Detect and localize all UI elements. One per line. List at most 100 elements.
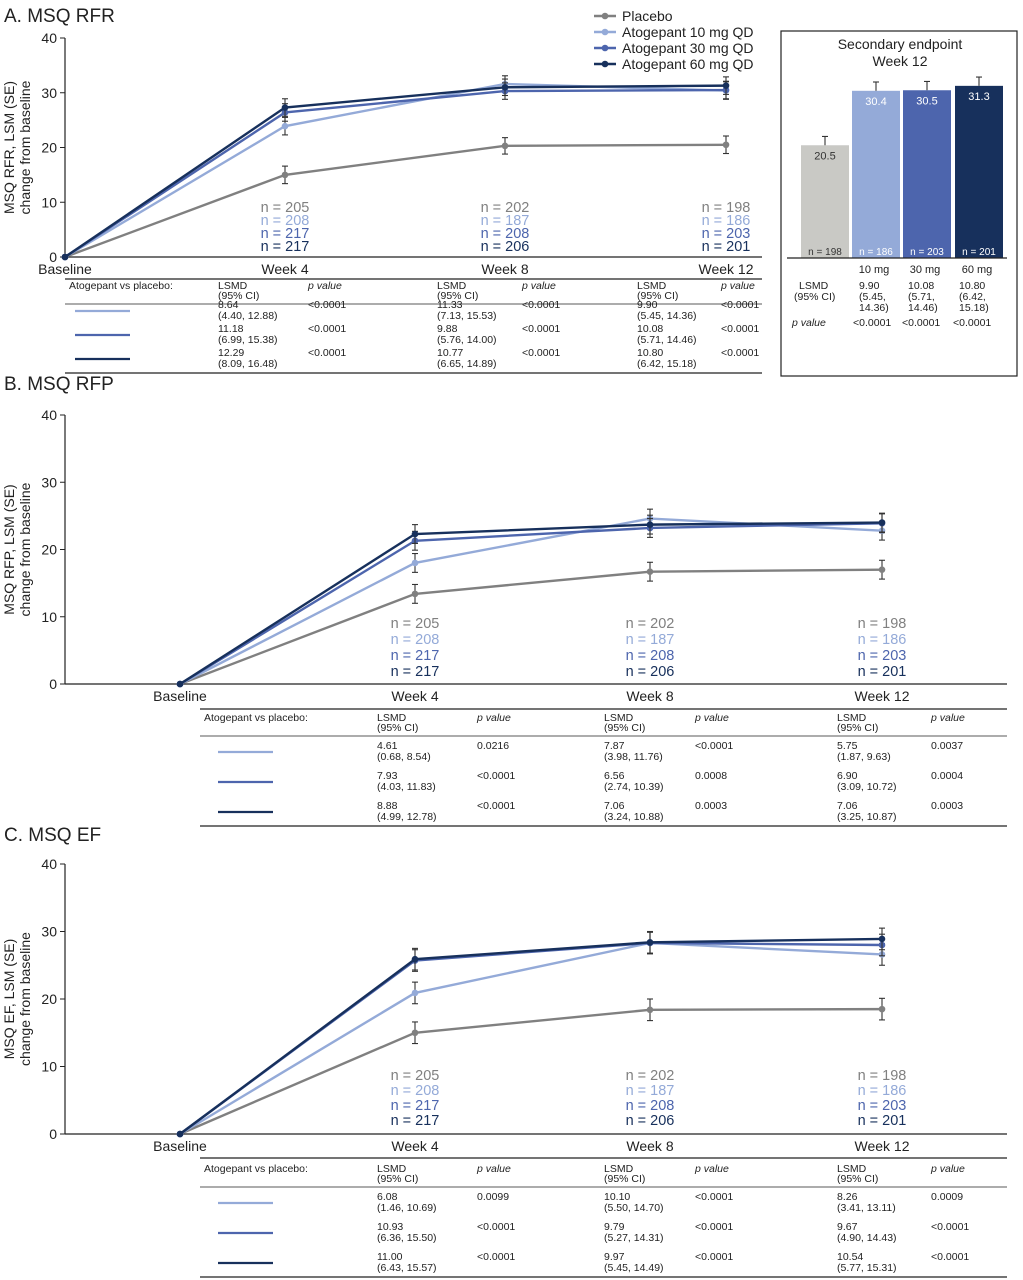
n-label-atogepant_60: n = 206 (626, 1113, 675, 1129)
bar-value-label: 20.5 (814, 150, 835, 162)
table-p-value: 0.0008 (695, 770, 727, 782)
bar-atogepant_60 (955, 85, 1003, 258)
table-lsmd-value: 8.64 (218, 299, 239, 311)
y-axis-label: MSQ EF, LSM (SE) (1, 939, 17, 1060)
table-p-value: <0.0001 (477, 800, 515, 812)
x-tick-label: Week 8 (626, 1138, 673, 1154)
data-point-atogepant_60 (281, 104, 289, 111)
table-col-ci: (95% CI) (377, 722, 418, 734)
table-ci-value: (3.25, 10.87) (837, 811, 897, 823)
table-lsmd-value: 7.06 (604, 800, 625, 812)
inset-lsmd-value: 9.90 (859, 280, 880, 292)
table-p-value: <0.0001 (477, 1251, 515, 1263)
table-p-value: <0.0001 (695, 1221, 733, 1233)
inset-lsmd-value: 15.18) (959, 302, 989, 314)
legend-marker-atogepant_30 (601, 44, 609, 52)
x-tick-label: Baseline (38, 261, 92, 277)
table-p-value: <0.0001 (308, 347, 346, 359)
table-lsmd-value: 11.18 (218, 323, 244, 335)
bar-n-label: n = 203 (910, 247, 944, 258)
n-label-placebo: n = 205 (391, 616, 440, 632)
legend-marker-atogepant_60 (601, 60, 609, 68)
inset-ci-label: (95% CI) (794, 291, 835, 303)
n-label-atogepant_30: n = 217 (391, 648, 440, 664)
table-col-ci: (95% CI) (604, 722, 645, 734)
series-line-atogepant_10 (64, 82, 727, 259)
data-point-atogepant_60 (646, 939, 654, 946)
table-lsmd-value: 10.80 (637, 347, 663, 359)
table-ci-value: (5.45, 14.49) (604, 1262, 664, 1274)
table-ci-value: (4.03, 11.83) (377, 781, 436, 793)
y-tick-label: 0 (49, 676, 57, 692)
series-line-placebo (64, 143, 727, 259)
data-point-atogepant_10 (281, 122, 289, 130)
table-col-lsmd: LSMD (437, 280, 467, 292)
y-axis-label: MSQ RFR, LSM (SE) (1, 81, 17, 214)
table-col-p: p value (476, 712, 511, 724)
data-point-placebo (411, 1029, 419, 1037)
table-p-value: <0.0001 (721, 323, 759, 335)
data-point-placebo (878, 1005, 886, 1013)
n-label-atogepant_30: n = 203 (702, 226, 751, 242)
bar-n-label: n = 201 (962, 247, 996, 258)
table-lsmd-value: 10.10 (604, 1191, 630, 1203)
table-p-value: <0.0001 (695, 1251, 733, 1263)
table-lsmd-value: 8.26 (837, 1191, 858, 1203)
y-tick-label: 40 (41, 856, 57, 872)
table-ci-value: (5.71, 14.46) (637, 334, 697, 346)
data-point-atogepant_60 (176, 1130, 184, 1138)
table-lsmd-value: 7.06 (837, 800, 858, 812)
y-tick-label: 30 (41, 924, 57, 940)
x-tick-label: Week 12 (855, 688, 910, 704)
n-label-atogepant_10: n = 186 (858, 1083, 907, 1099)
table-lsmd-value: 7.87 (604, 740, 625, 752)
data-point-placebo (281, 171, 289, 179)
x-tick-label: Baseline (153, 1138, 207, 1154)
table-col-ci: (95% CI) (377, 1173, 418, 1185)
table-ci-value: (5.45, 14.36) (637, 310, 697, 322)
table-lsmd-value: 9.79 (604, 1221, 625, 1233)
inset-lsmd-value: (5.45, (859, 291, 886, 303)
panel-b: B. MSQ RFP MSQ RFP, LSM (SE) change from b… (1, 374, 1007, 827)
n-label-atogepant_10: n = 187 (626, 632, 675, 648)
table-col-ci: (95% CI) (837, 722, 878, 734)
y-tick-label: 20 (41, 991, 57, 1007)
inset-title: Secondary endpoint (838, 36, 963, 52)
x-tick-label: Week 8 (626, 688, 673, 704)
x-tick-label: Week 4 (391, 688, 438, 704)
panel-a: A. MSQ RFR MSQ RFR, LSM (SE) change from b… (1, 6, 762, 374)
table-p-value: <0.0001 (477, 1221, 515, 1233)
n-label-atogepant_10: n = 186 (858, 632, 907, 648)
y-tick-label: 20 (41, 542, 57, 558)
table-ci-value: (3.24, 10.88) (604, 811, 664, 823)
y-axis-label: change from baseline (17, 80, 33, 214)
bar-value-label: 30.4 (865, 96, 886, 108)
table-lsmd-value: 6.08 (377, 1191, 398, 1203)
table-ci-value: (6.99, 15.38) (218, 334, 278, 346)
table-ci-value: (6.42, 15.18) (637, 358, 697, 370)
data-point-atogepant_60 (176, 680, 184, 688)
data-point-placebo (878, 566, 886, 573)
bar-atogepant_10 (852, 90, 900, 258)
table-p-value: <0.0001 (308, 323, 346, 335)
y-axis-label: change from baseline (17, 932, 33, 1066)
table-col-p: p value (521, 280, 556, 292)
table-p-value: 0.0037 (931, 740, 963, 752)
table-ci-value: (4.90, 14.43) (837, 1232, 897, 1244)
y-tick-label: 0 (49, 1126, 57, 1142)
table-lsmd-value: 9.90 (637, 299, 658, 311)
series-line-atogepant_60 (179, 521, 883, 686)
table-p-value: 0.0009 (931, 1191, 963, 1203)
table-lsmd-value: 10.77 (437, 347, 463, 359)
y-tick-label: 30 (41, 474, 57, 490)
series-line-placebo (179, 568, 883, 686)
panel-title: C. MSQ EF (4, 825, 101, 846)
inset-lsmd-value: 10.80 (959, 280, 985, 292)
n-label-atogepant_10: n = 208 (391, 632, 440, 648)
table-col-lsmd: LSMD (604, 1163, 634, 1175)
n-label-atogepant_60: n = 217 (391, 664, 440, 680)
x-tick-label: Week 12 (699, 261, 754, 277)
